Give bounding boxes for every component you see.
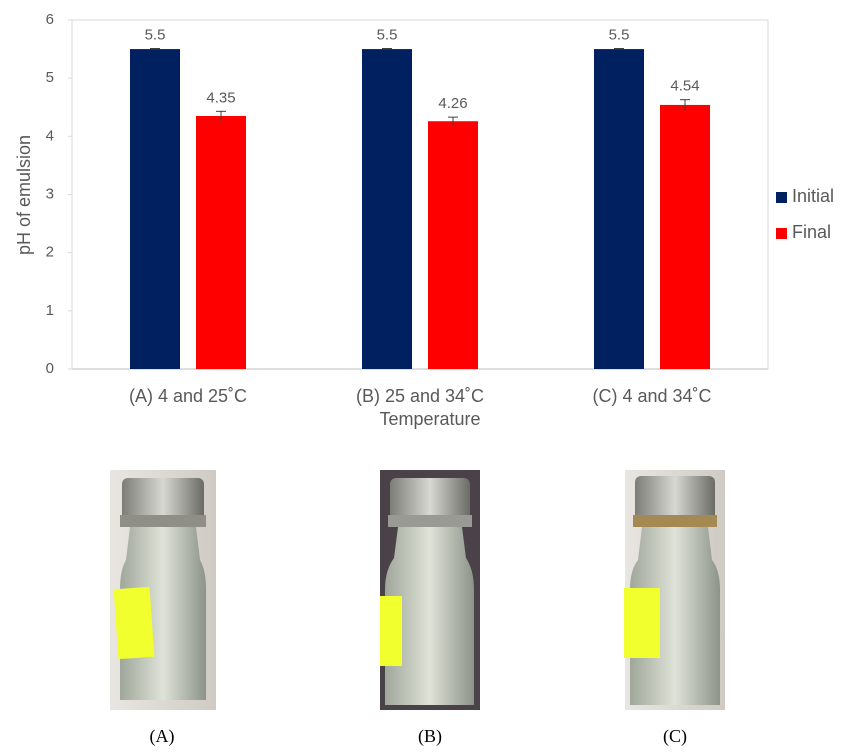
bar: [594, 49, 644, 369]
photo: [110, 470, 216, 710]
photo: [624, 470, 725, 710]
legend-swatch: [776, 192, 787, 203]
bar: [428, 121, 478, 369]
y-tick-label: 2: [46, 244, 54, 261]
bar: [362, 49, 412, 369]
bar: [130, 49, 180, 369]
y-tick-label: 6: [46, 11, 54, 28]
x-tick-label: (A) 4 and 25˚C: [129, 386, 247, 406]
photo: [380, 470, 480, 710]
photo-caption: (B): [418, 726, 442, 747]
y-axis-label: pH of emulsion: [14, 135, 34, 255]
data-label: 4.54: [670, 78, 699, 95]
y-tick-label: 4: [46, 127, 54, 144]
data-label: 5.5: [377, 26, 398, 43]
legend-label: Initial: [792, 186, 834, 206]
x-tick-label: (C) 4 and 34˚C: [592, 386, 711, 406]
y-tick-label: 3: [46, 185, 54, 202]
figure: pH of emulsion Temperature 0 1 2 3 4 5 6 (A) 4 …: [0, 0, 847, 752]
chart: 0 1 2 3 4 5 6 (A) 4 and 25˚C 5.5 4.35 (B) 25 and 3…: [46, 11, 834, 406]
data-label: 5.5: [609, 26, 630, 43]
y-tick-label: 5: [46, 69, 54, 86]
legend-label: Final: [792, 222, 831, 242]
y-tick-label: 0: [46, 360, 54, 377]
data-label: 4.35: [206, 89, 235, 106]
bar: [660, 105, 710, 369]
photo-caption: (C): [663, 726, 687, 747]
x-tick-label: (B) 25 and 34˚C: [356, 386, 484, 406]
y-tick-label: 1: [46, 302, 54, 319]
data-label: 4.26: [438, 95, 467, 112]
photo-caption: (A): [150, 726, 175, 747]
x-axis-label: Temperature: [379, 409, 480, 429]
legend-swatch: [776, 228, 787, 239]
data-label: 5.5: [145, 26, 166, 43]
bar: [196, 116, 246, 369]
